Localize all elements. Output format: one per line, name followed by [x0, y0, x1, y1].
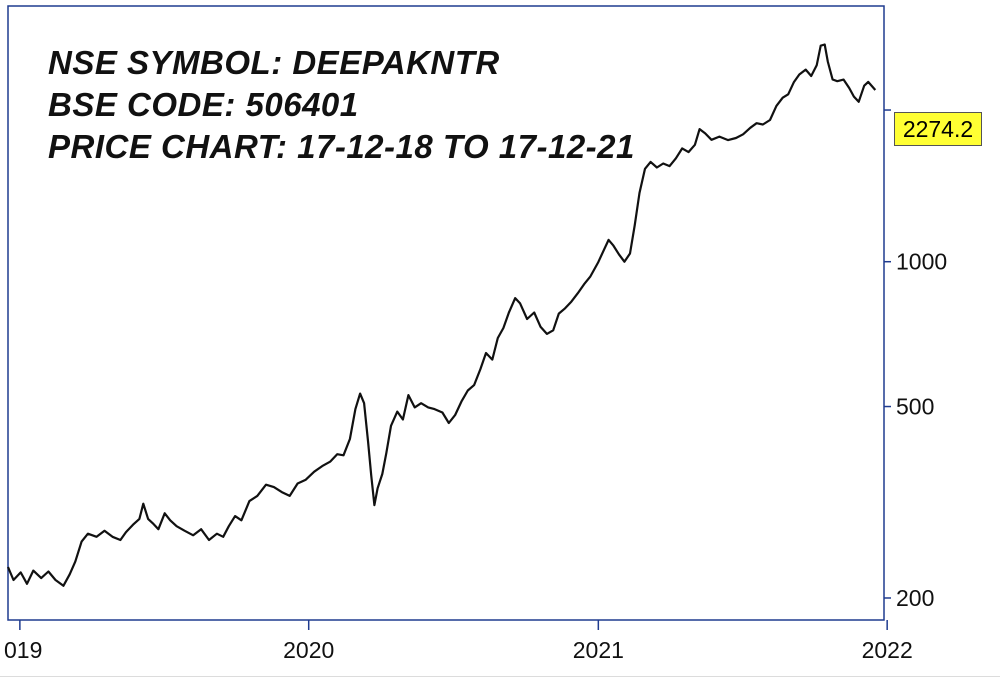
chart-title-bse-code: BSE CODE: 506401: [48, 86, 359, 123]
bottom-strip: [0, 676, 1000, 695]
chart-title-symbol: NSE SYMBOL: DEEPAKNTR: [48, 44, 500, 81]
y-tick-label: 1000: [896, 249, 947, 275]
chart-title-block: NSE SYMBOL: DEEPAKNTR BSE CODE: 506401 P…: [48, 42, 635, 168]
price-line: [6, 43, 877, 587]
x-tick-label: 2020: [283, 637, 334, 663]
x-tick-label: 2021: [573, 637, 624, 663]
chart-title-period: PRICE CHART: 17-12-18 TO 17-12-21: [48, 128, 635, 165]
x-tick-label: 2022: [862, 637, 913, 663]
y-tick-label: 200: [896, 585, 934, 611]
x-tick-label: 019: [4, 637, 42, 663]
plot-frame: [7, 5, 885, 621]
last-price-badge: 2274.2: [894, 112, 982, 146]
y-tick-label: 500: [896, 394, 934, 420]
